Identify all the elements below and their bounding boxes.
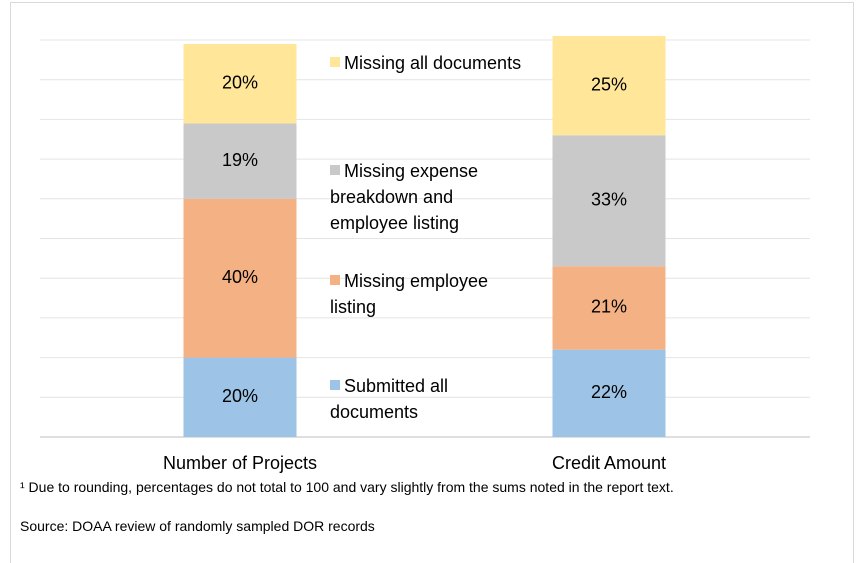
x-tick-label: Number of Projects	[163, 453, 317, 473]
bar-segment	[183, 198, 297, 358]
legend-swatch	[330, 57, 340, 67]
data-label: 25%	[591, 74, 627, 94]
bar-segment	[183, 123, 297, 199]
data-label: 20%	[222, 72, 258, 92]
legend-item: Missing all documents	[330, 50, 530, 76]
frame	[10, 2, 854, 563]
legend-swatch	[330, 275, 340, 285]
legend-swatch	[330, 165, 340, 175]
data-label: 19%	[222, 150, 258, 170]
data-label: 40%	[222, 267, 258, 287]
legend-swatch	[330, 380, 340, 390]
legend-label: Submitted all documents	[330, 376, 449, 422]
bar-segment	[183, 43, 297, 124]
data-label: 22%	[591, 382, 627, 402]
source: Source: DOAA review of randomly sampled …	[20, 518, 375, 534]
bar-segment	[552, 135, 666, 267]
bar-segment	[183, 357, 297, 437]
data-label: 21%	[591, 297, 627, 317]
bar-segment	[552, 36, 666, 136]
legend-item: Missing employee listing	[330, 268, 530, 320]
data-label: 33%	[591, 190, 627, 210]
legend-item: Missing expense breakdown and employee l…	[330, 158, 530, 236]
bar-segment	[552, 266, 666, 350]
legend-label: Missing employee listing	[330, 271, 489, 317]
legend-label: Missing all documents	[344, 53, 522, 73]
bar-segment	[552, 349, 666, 437]
legend-label: Missing expense breakdown and employee l…	[330, 161, 479, 233]
footnote: ¹ Due to rounding, percentages do not to…	[20, 479, 674, 495]
data-label: 20%	[222, 386, 258, 406]
legend-item: Submitted all documents	[330, 373, 530, 425]
x-tick-label: Credit Amount	[552, 453, 666, 473]
